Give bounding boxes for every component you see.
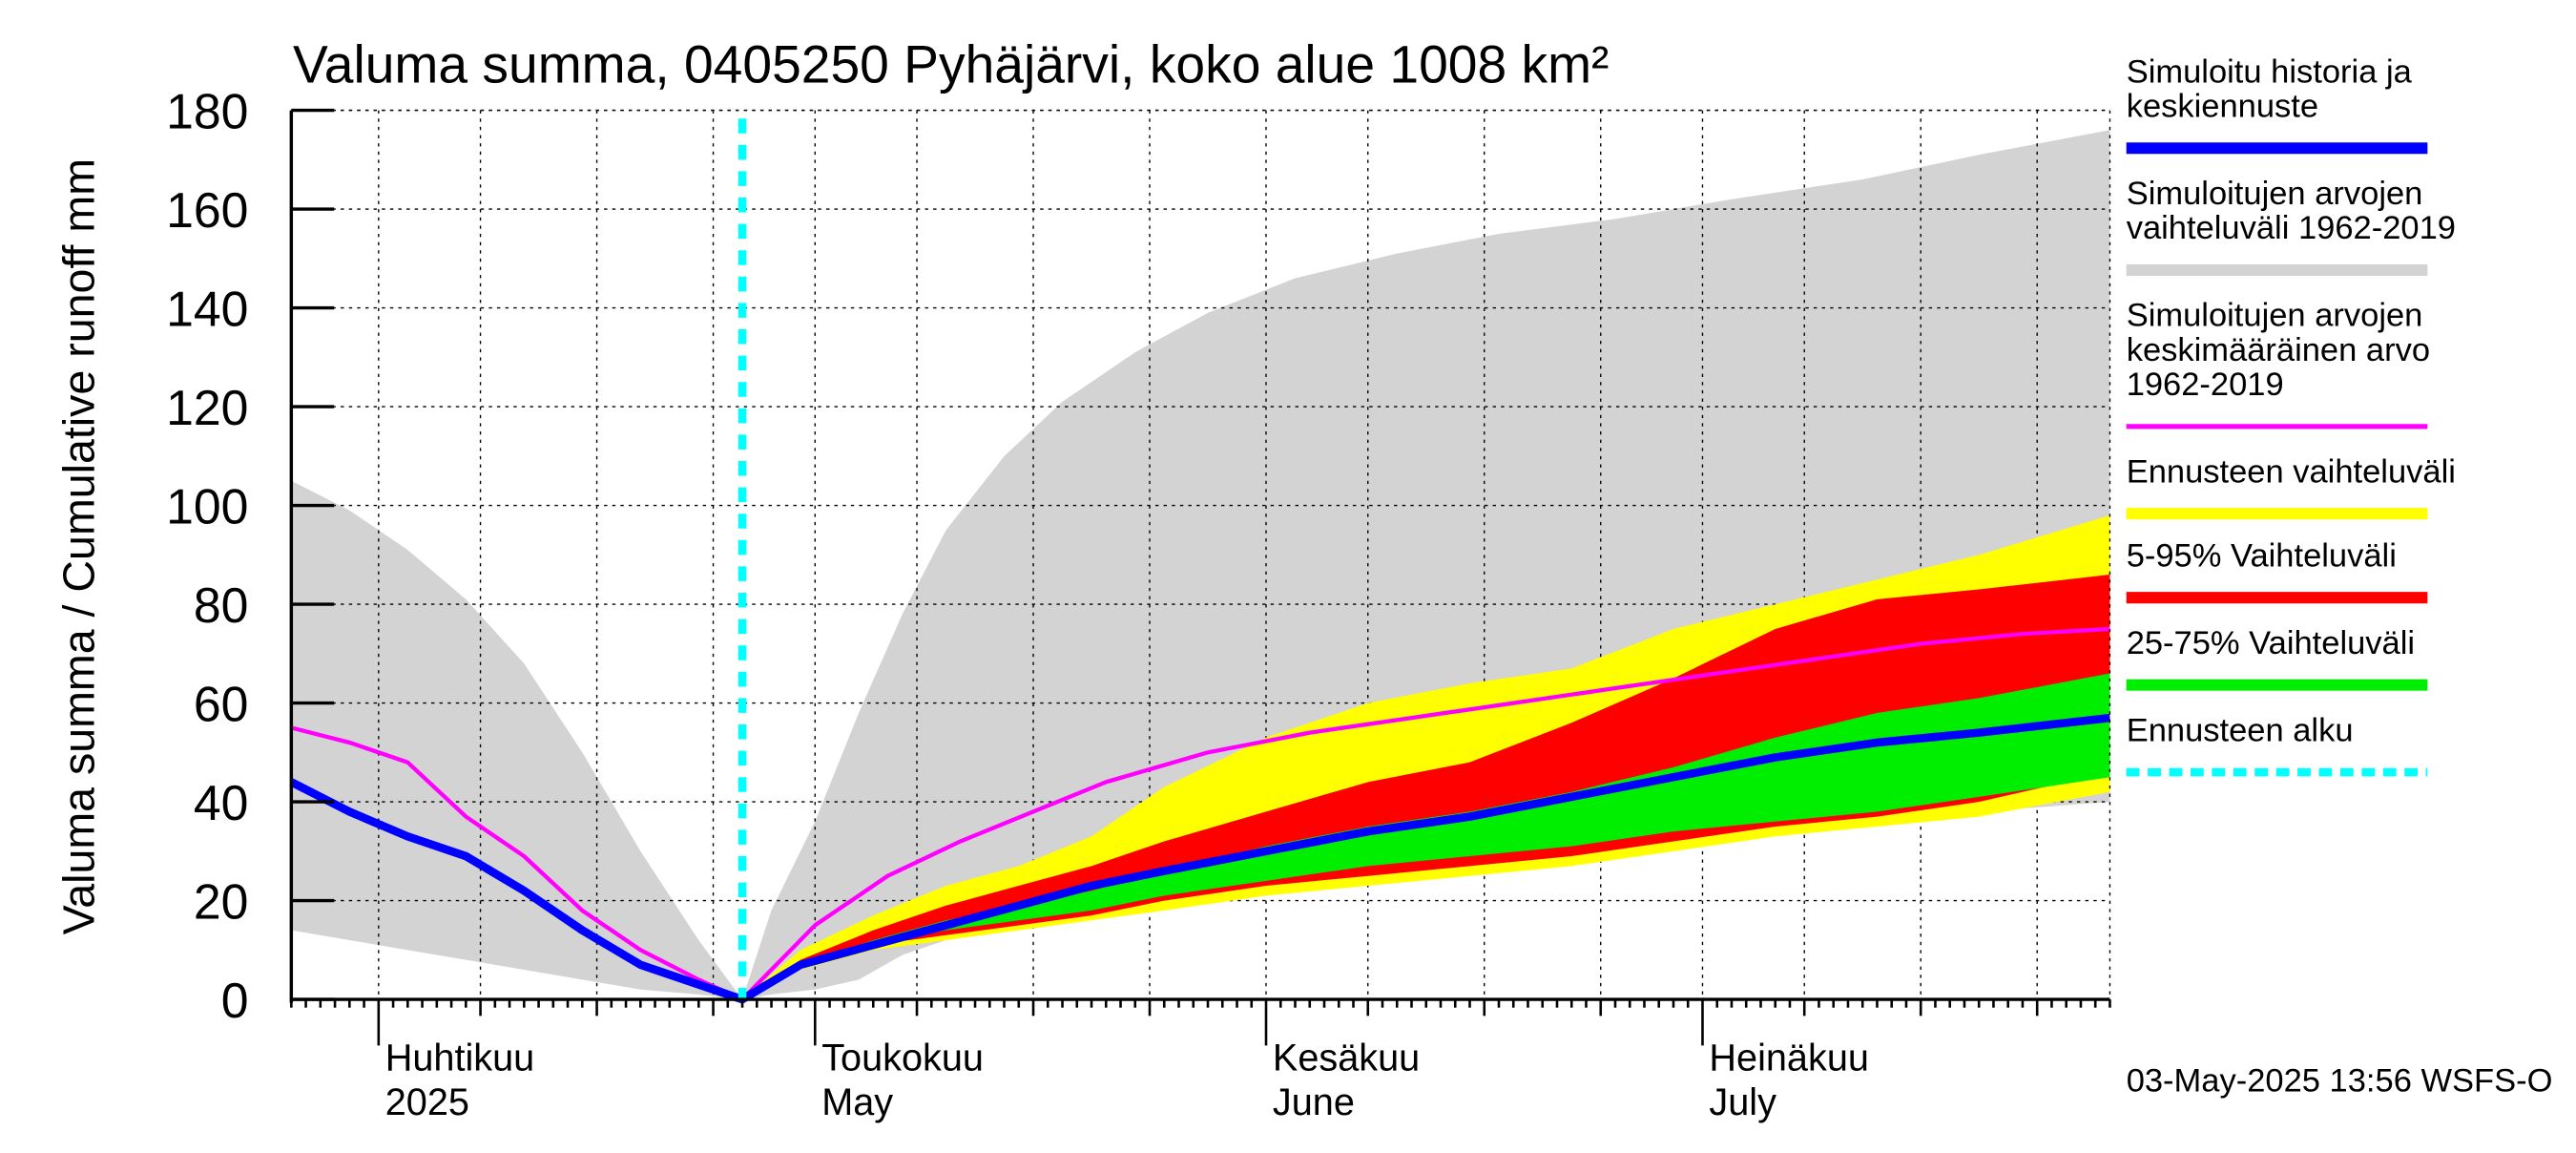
axes — [289, 108, 2111, 1046]
y-tick-label: 120 — [166, 380, 248, 435]
y-tick-label: 80 — [194, 577, 249, 633]
mean-line — [290, 626, 2110, 1002]
month-label-en: May — [821, 1081, 893, 1123]
month-label-en: July — [1709, 1081, 1776, 1123]
month-label-en: 2025 — [385, 1081, 469, 1123]
y-tick-label: 0 — [221, 973, 249, 1028]
legend-label: 25-75% Vaihteluväli — [2127, 625, 2415, 661]
legend-label: keskimääräinen arvo — [2127, 332, 2430, 368]
y-tick-label: 100 — [166, 479, 248, 535]
month-label-fi: Kesäkuu — [1273, 1037, 1420, 1079]
y-tick-label: 60 — [194, 677, 249, 732]
month-label-fi: Huhtikuu — [385, 1037, 535, 1079]
y-tick-label: 180 — [166, 84, 248, 139]
y-tick-label: 20 — [194, 874, 249, 930]
y-tick-label: 40 — [194, 775, 249, 830]
legend-label: 5-95% Vaihteluväli — [2127, 537, 2397, 574]
legend-label: Simuloitujen arvojen — [2127, 176, 2423, 212]
y-tick-labels: 0 20 40 60 80 100 120 140 160 180 — [166, 84, 248, 1029]
legend-label: keskiennuste — [2127, 88, 2318, 124]
plot-area — [289, 109, 2110, 1004]
legend-label: 1962-2019 — [2127, 367, 2284, 403]
y-tick-label: 140 — [166, 282, 248, 337]
y-tick-label: 160 — [166, 182, 248, 238]
legend-label: Ennusteen alku — [2127, 712, 2354, 748]
month-label-en: June — [1273, 1081, 1355, 1123]
median-polyline — [289, 713, 2110, 1004]
chart-title: Valuma summa, 0405250 Pyhäjärvi, koko al… — [293, 34, 1609, 94]
month-label-fi: Toukokuu — [821, 1037, 984, 1079]
y-axis-label: Valuma summa / Cumulative runoff mm — [53, 158, 103, 934]
timestamp: 03-May-2025 13:56 WSFS-O — [2127, 1063, 2553, 1100]
month-label-fi: Heinäkuu — [1709, 1037, 1869, 1079]
legend-label: vaihteluväli 1962-2019 — [2127, 210, 2456, 246]
legend-label: Simuloitujen arvojen — [2127, 298, 2423, 334]
median-line — [289, 713, 2110, 1004]
mean-polyline — [290, 626, 2110, 1002]
legend-label: Ennusteen vaihteluväli — [2127, 453, 2456, 490]
legend-label: Simuloitu historia ja — [2127, 53, 2413, 90]
